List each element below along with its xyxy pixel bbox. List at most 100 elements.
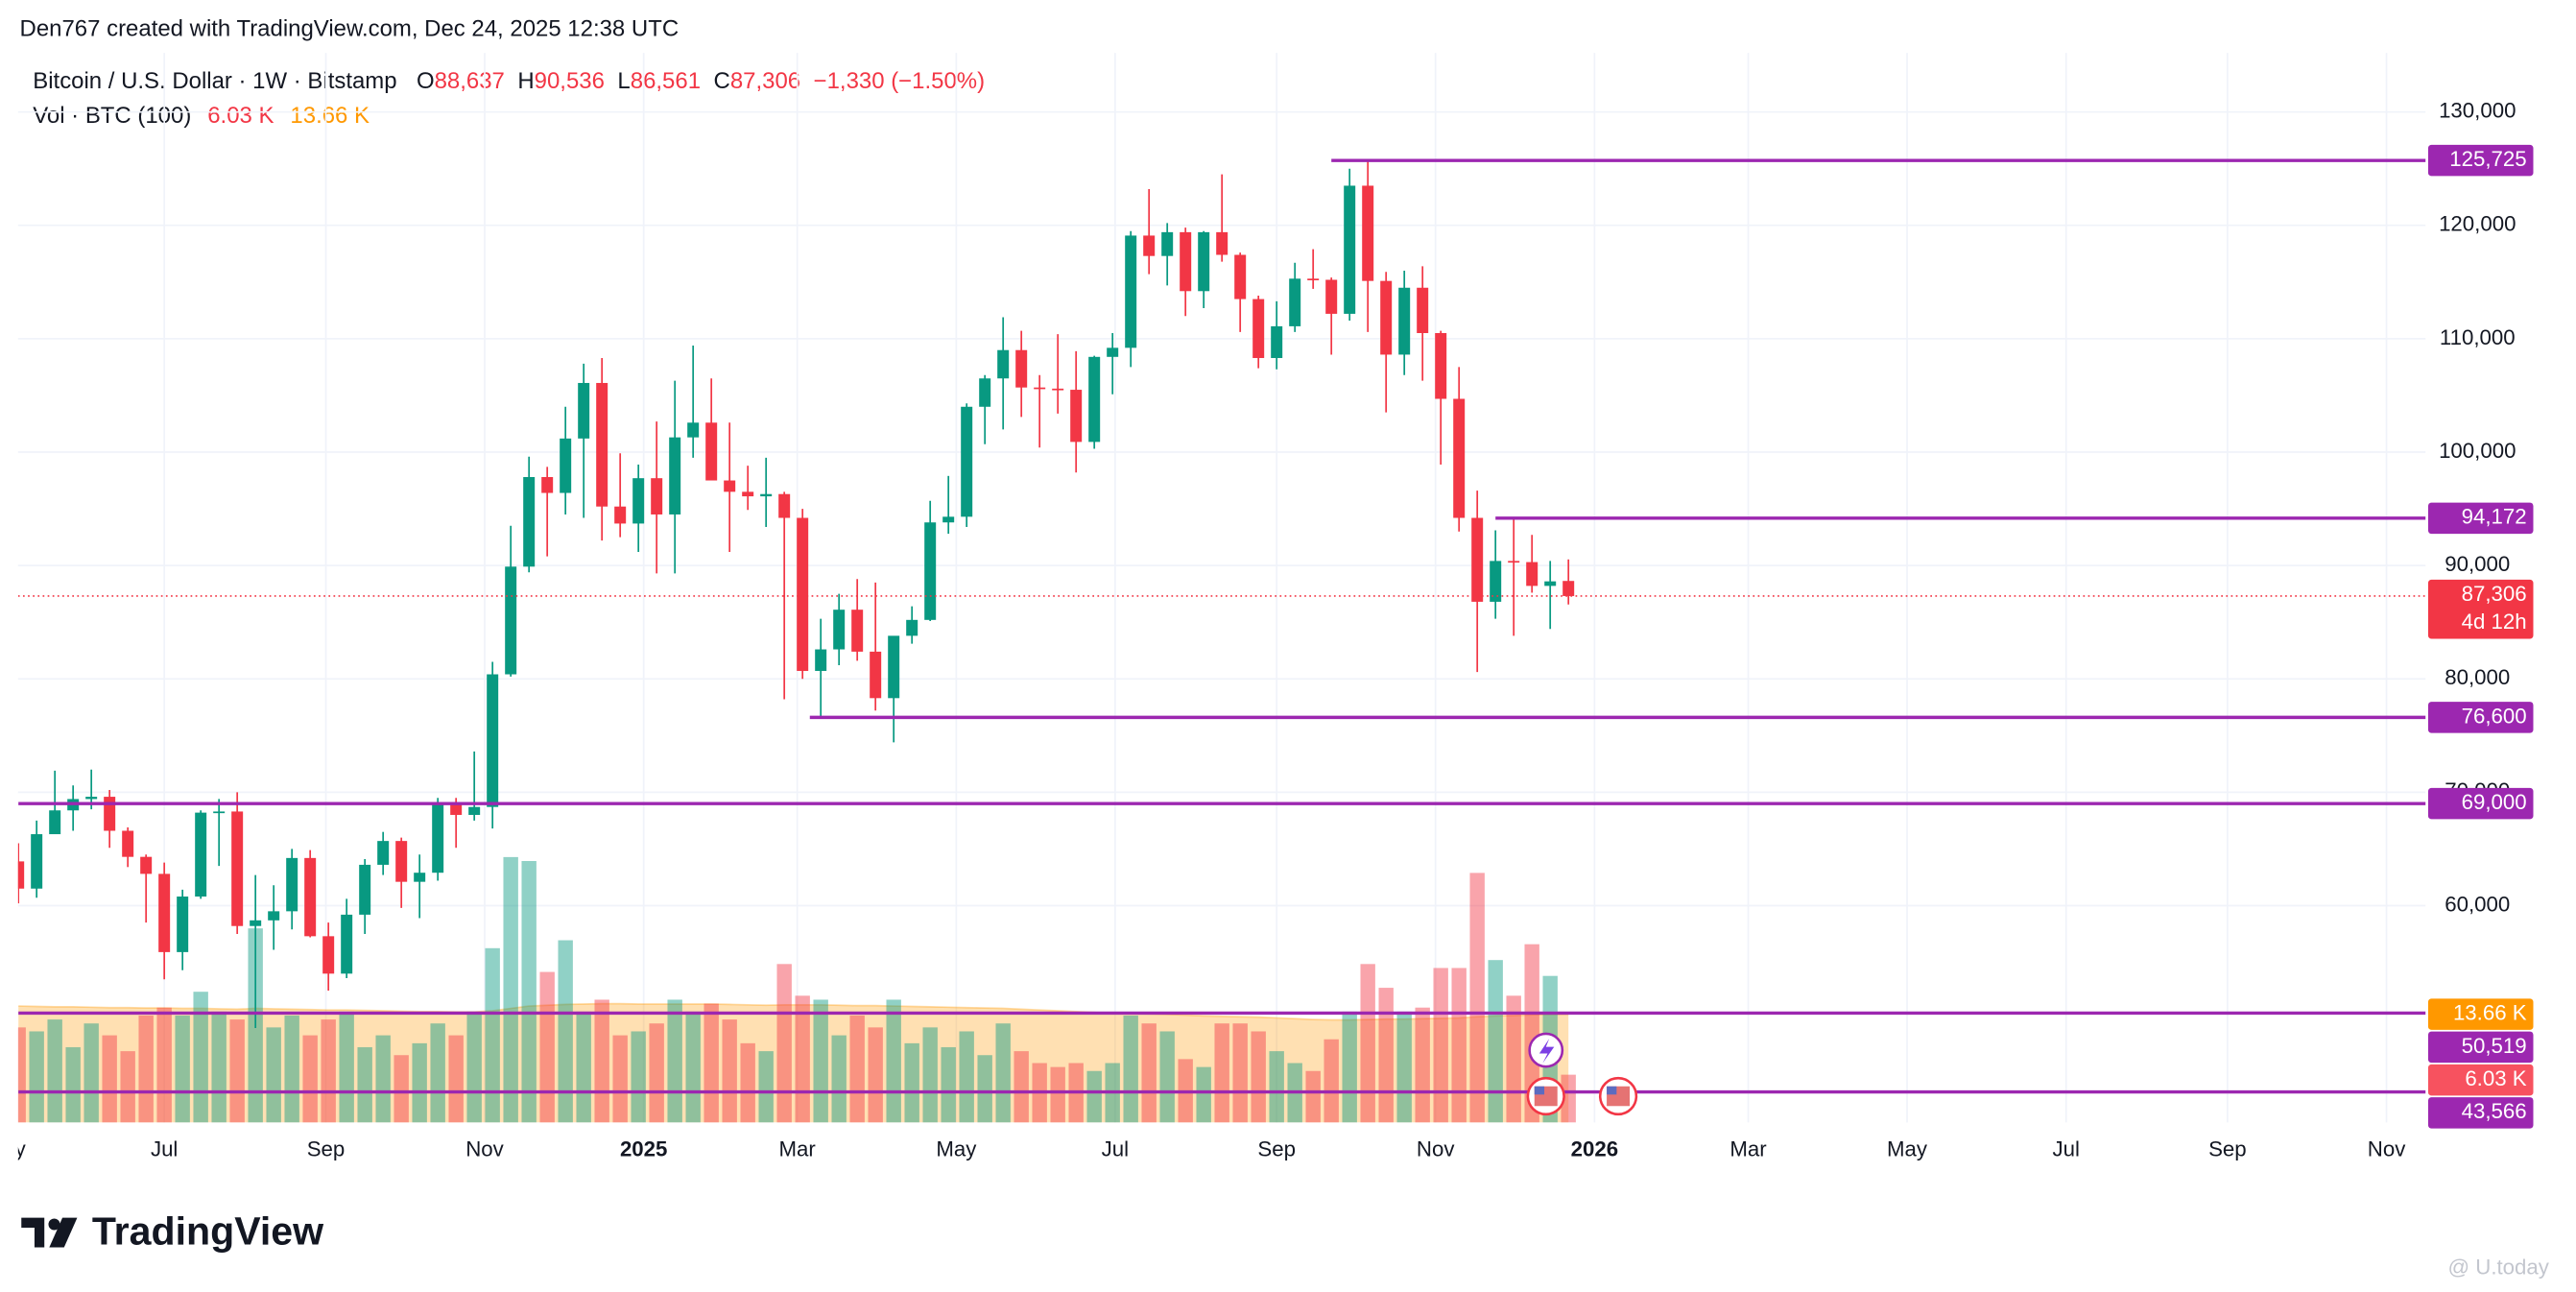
candle-body [560, 438, 572, 493]
volume-bar [576, 1011, 591, 1123]
y-tick-label: 100,000 [2439, 439, 2516, 463]
volume-bar [1159, 1031, 1175, 1123]
volume-bar [667, 999, 682, 1123]
volume-bar [211, 1011, 227, 1123]
volume-bar [1561, 1074, 1576, 1123]
volume-bar [138, 1015, 154, 1123]
x-tick-label: Jul [151, 1136, 178, 1160]
candle-body [1325, 279, 1338, 314]
x-tick-label: Nov [465, 1136, 504, 1160]
volume-bar [1123, 1015, 1138, 1123]
volume-bar [1469, 873, 1485, 1123]
candle-body [1034, 387, 1046, 390]
volume-bar [102, 1035, 117, 1123]
candle-body [1070, 390, 1083, 443]
candle-body [523, 476, 536, 567]
price-label: 87,306 [2462, 582, 2527, 606]
volume-bar [685, 1011, 701, 1123]
volume-bar [704, 1003, 719, 1123]
price-label: 69,000 [2462, 790, 2527, 814]
price-label-box [2427, 1097, 2534, 1129]
volume-bar [47, 1019, 62, 1123]
volume-bar [466, 1011, 482, 1123]
candle-body [1088, 356, 1101, 443]
volume-bar [1360, 964, 1375, 1123]
y-tick-label: 120,000 [2439, 212, 2516, 236]
candle-body [1289, 278, 1301, 326]
price-label-box [2427, 144, 2534, 177]
volume-bar [1050, 1066, 1065, 1123]
volume-bar [594, 999, 609, 1123]
volume-bar [612, 1035, 628, 1123]
candle-body [778, 493, 791, 518]
candle-body [1198, 231, 1210, 292]
volume-bar [302, 1035, 318, 1123]
candle-body [1180, 231, 1192, 292]
volume-bar [813, 999, 828, 1123]
price-label: 4d 12h [2462, 610, 2527, 634]
candle-body [1143, 235, 1156, 256]
watermark: @ U.today [2447, 1256, 2549, 1280]
legend-value: 87,306 [730, 68, 800, 94]
candle-body [1161, 231, 1174, 256]
candle-body [614, 506, 627, 524]
volume-bar [1251, 1031, 1266, 1123]
volume-bar [831, 1035, 847, 1123]
logo-text: TradingView [92, 1209, 324, 1254]
volume-bar [430, 1023, 445, 1123]
candle-body [632, 478, 645, 524]
price-label: 125,725 [2449, 147, 2526, 171]
price-label-box [2427, 502, 2534, 535]
volume-bar [1214, 1023, 1229, 1123]
candle-body [341, 914, 353, 974]
event-flag [1607, 1086, 1617, 1095]
volume-bar [1014, 1051, 1029, 1123]
candle-body [286, 857, 298, 912]
x-tick-label: 2025 [620, 1136, 668, 1160]
x-tick-label: Jul [2052, 1136, 2079, 1160]
volume-bar [776, 964, 792, 1123]
price-label: 50,519 [2462, 1034, 2527, 1058]
logo: TradingView [21, 1209, 324, 1254]
candle-body [432, 803, 444, 873]
volume-bar [558, 940, 573, 1123]
candle-body [177, 897, 189, 952]
price-label-box [2427, 787, 2534, 820]
x-tick-label: Sep [1257, 1136, 1296, 1160]
candle-body [1453, 398, 1466, 518]
candle-body [651, 478, 663, 514]
price-label-box [2427, 579, 2534, 639]
candle-body [17, 861, 25, 889]
candle-body [961, 406, 973, 517]
volume-bar [412, 1042, 427, 1123]
candle-body [1015, 349, 1028, 388]
volume-bar [1232, 1023, 1248, 1123]
volume-bar [1451, 968, 1467, 1123]
y-tick-label: 90,000 [2445, 552, 2510, 576]
x-tick-label: Sep [307, 1136, 346, 1160]
volume-bar [229, 1019, 245, 1123]
candle-body [1107, 347, 1119, 357]
candle-body [505, 566, 517, 675]
volume-bar [284, 1015, 299, 1123]
candle-body [468, 806, 481, 815]
x-tick-label: May [1887, 1136, 1928, 1160]
volume-bar [1324, 1039, 1339, 1123]
volume-bar [1342, 1011, 1357, 1123]
candle-body [1398, 287, 1411, 355]
y-tick-label: 130,000 [2439, 99, 2516, 123]
candle-body [158, 873, 171, 952]
volume-bar [175, 1015, 190, 1123]
candle-body [377, 841, 390, 865]
volume-bar [65, 1046, 81, 1123]
volume-bar [1086, 1070, 1102, 1123]
candle-body [140, 856, 153, 874]
volume-bar [1196, 1066, 1211, 1123]
volume-bar [193, 992, 208, 1123]
x-tick-label: Mar [1729, 1136, 1767, 1160]
volume-bar [1433, 968, 1448, 1123]
volume-bar [922, 1027, 938, 1123]
price-pane [17, 160, 2426, 1029]
attribution: Den767 created with TradingView.com, Dec… [20, 15, 680, 41]
